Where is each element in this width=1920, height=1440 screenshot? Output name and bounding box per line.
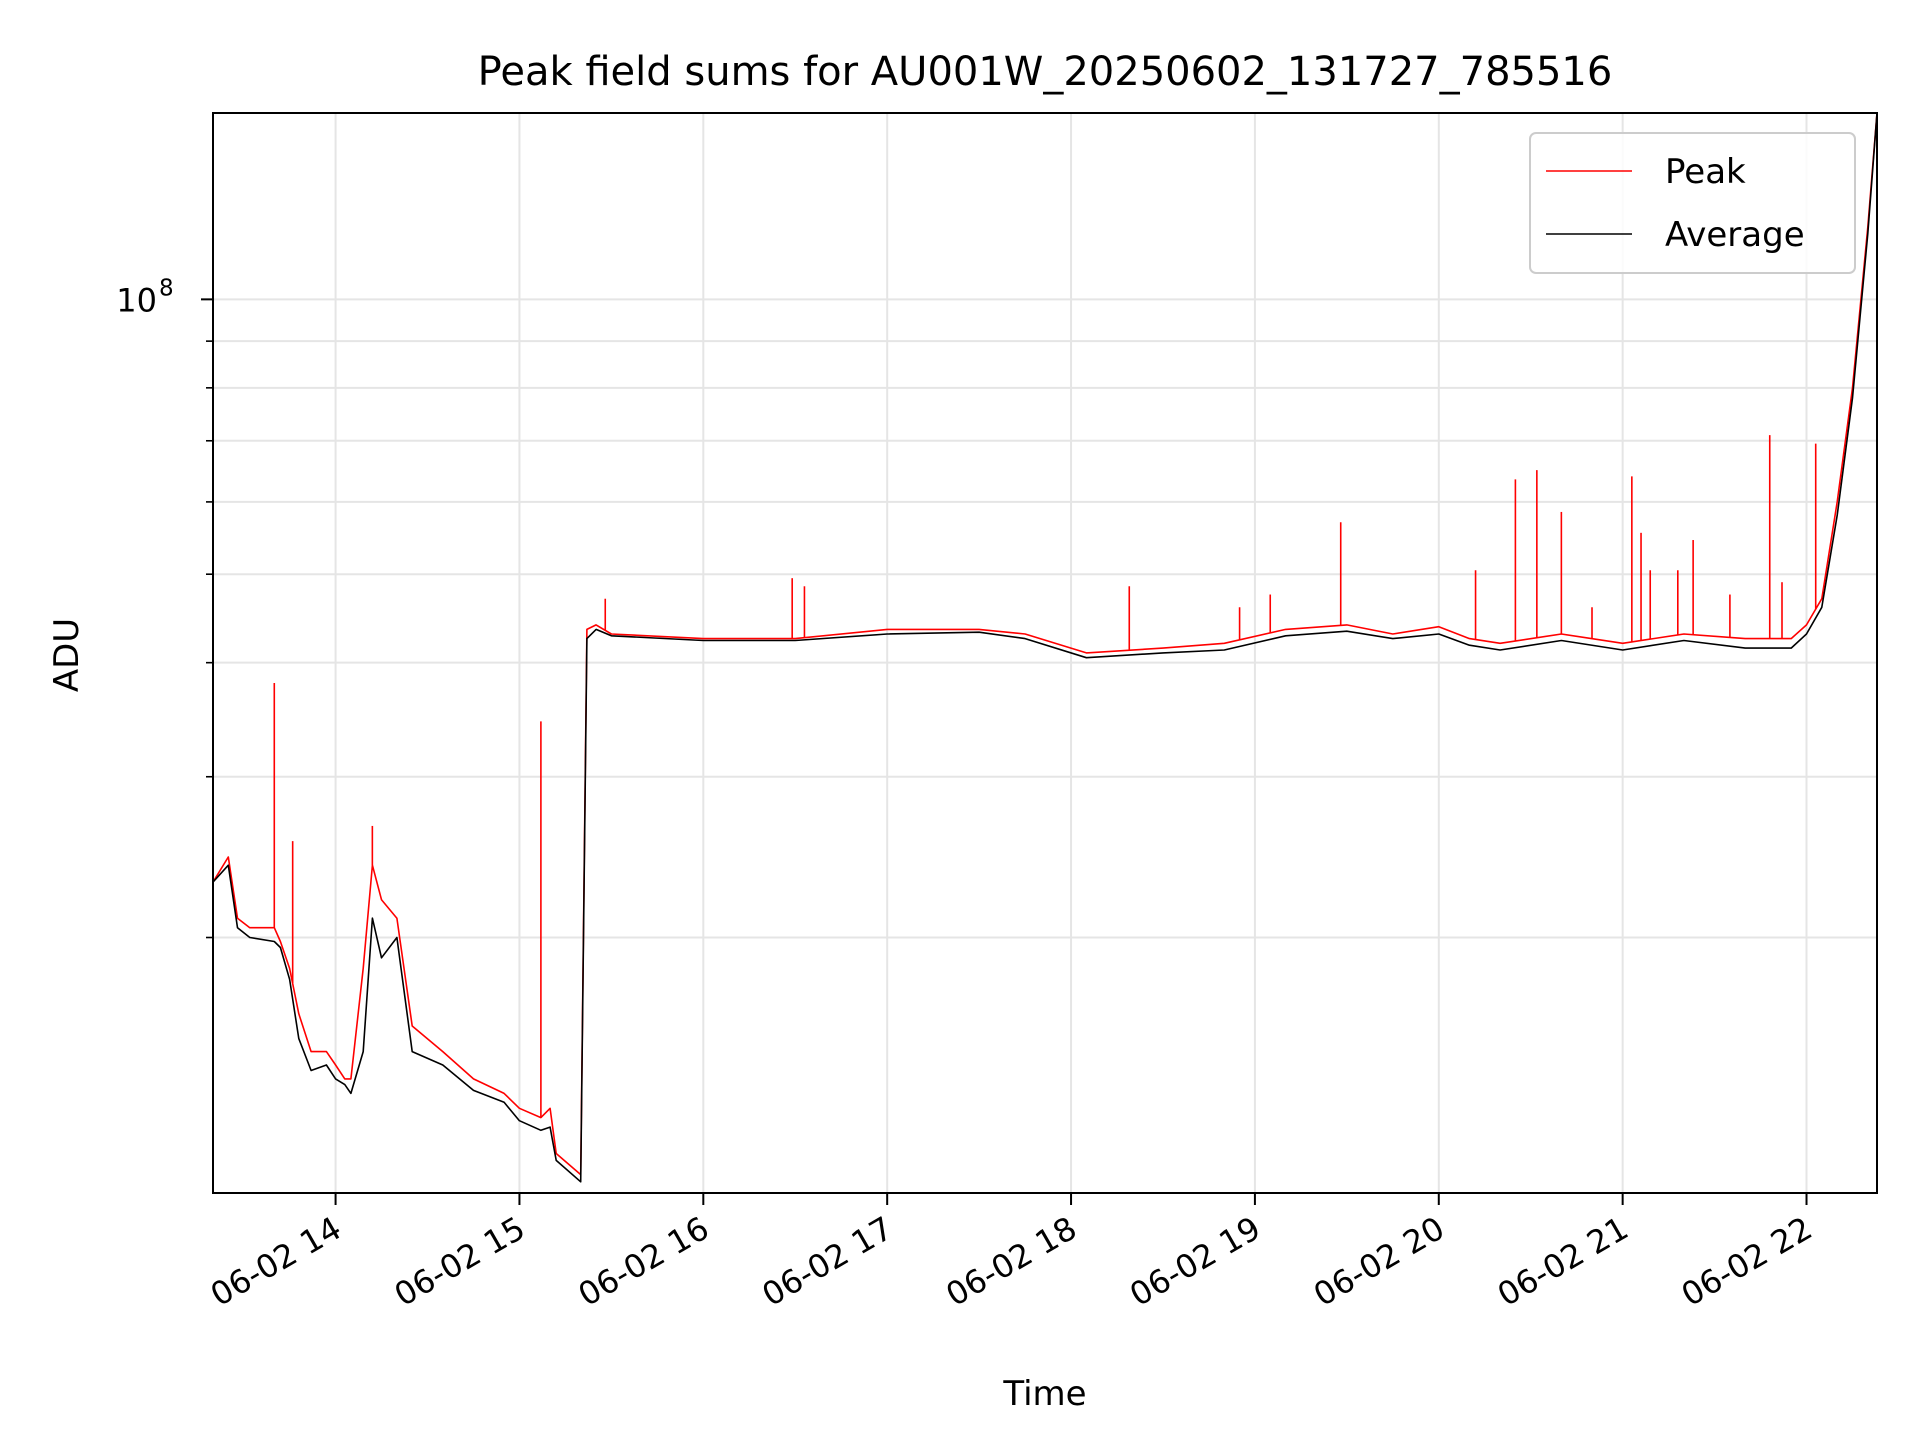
- series-line-average: [212, 112, 1878, 1183]
- chart-title: Peak field sums for AU001W_20250602_1317…: [478, 49, 1613, 95]
- legend-label-peak: Peak: [1665, 152, 1746, 192]
- grid: [213, 113, 1877, 1193]
- y-tick-label: 10: [116, 281, 157, 319]
- y-axis-label: ADU: [47, 618, 87, 692]
- legend: Peak Average: [1529, 132, 1856, 274]
- plot-series: [212, 112, 1878, 1183]
- legend-box: [1529, 132, 1856, 274]
- series-line-peak: [212, 112, 1878, 1176]
- legend-label-average: Average: [1665, 215, 1805, 255]
- y-tick-label-exponent: 8: [159, 275, 174, 301]
- plot-frame: [212, 112, 1878, 1194]
- x-axis-label: Time: [1002, 1374, 1086, 1414]
